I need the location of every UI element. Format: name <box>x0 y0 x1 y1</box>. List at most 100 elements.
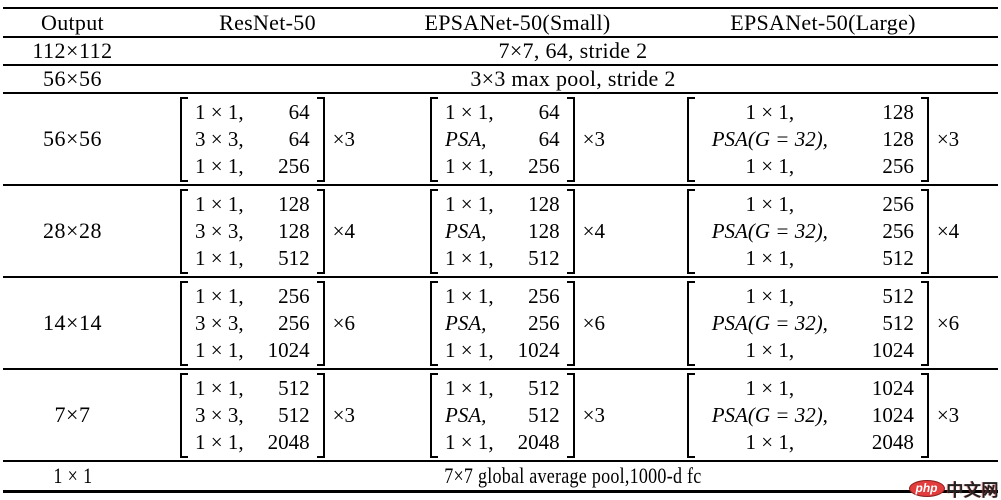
output-size-cell: 56×56 <box>43 126 102 151</box>
bracket-left-icon <box>686 372 695 458</box>
table-rule-bottom <box>3 490 998 493</box>
conv-op: 1 × 1, <box>445 337 494 362</box>
bracket-left-icon <box>430 372 439 458</box>
stem-conv-cell: 7×7, 64, stride 2 <box>498 38 648 63</box>
repeat-multiplier: ×4 <box>936 218 960 243</box>
resnet-block-matrix: 1 × 1, 64 3 × 3, 64 1 × 1, 256 ×3 <box>180 96 355 182</box>
channel-count: 256 <box>278 153 310 178</box>
conv-op: 1 × 1, <box>745 99 795 124</box>
bracket-right-icon <box>566 188 575 274</box>
table-row-stage4: 7×7 1 × 1, 512 3 × 3, 512 1 × 1, 2048 ×3 1 … <box>0 370 1001 460</box>
channel-count: 256 <box>882 153 914 178</box>
bracket-left-icon <box>430 280 439 366</box>
epsanet-small-block-matrix: 1 × 1, 128 PSA, 128 1 × 1, 512 ×4 <box>430 188 605 274</box>
table-rule <box>3 276 998 278</box>
channel-count: 128 <box>528 218 560 243</box>
output-size-cell: 112×112 <box>32 38 113 63</box>
php-logo-badge: php <box>908 479 945 497</box>
channel-count: 64 <box>288 99 310 124</box>
table-rule <box>3 36 998 38</box>
channel-count: 128 <box>882 126 914 151</box>
bracket-right-icon <box>566 96 575 182</box>
bracket-right-icon <box>316 372 325 458</box>
channel-count: 2048 <box>871 429 914 454</box>
output-size-cell: 14×14 <box>43 310 102 335</box>
channel-count: 512 <box>882 283 914 308</box>
table-rule-top <box>3 7 998 9</box>
conv-op: PSA, <box>445 402 487 427</box>
table-row-stage1: 56×56 1 × 1, 64 3 × 3, 64 1 × 1, 256 ×3 1 ×… <box>0 94 1001 184</box>
channel-count: 1024 <box>267 337 310 362</box>
resnet-block-matrix: 1 × 1, 512 3 × 3, 512 1 × 1, 2048 ×3 <box>180 372 355 458</box>
channel-count: 256 <box>528 153 560 178</box>
channel-count: 512 <box>528 402 560 427</box>
channel-count: 1024 <box>871 402 914 427</box>
bracket-right-icon <box>316 188 325 274</box>
resnet-block-matrix: 1 × 1, 128 3 × 3, 128 1 × 1, 512 ×4 <box>180 188 355 274</box>
table-row-stage3: 14×14 1 × 1, 256 3 × 3, 256 1 × 1, 1024 ×6 … <box>0 278 1001 368</box>
channel-count: 512 <box>528 375 560 400</box>
table-rule <box>3 368 998 370</box>
conv-op: 1 × 1, <box>195 283 244 308</box>
repeat-multiplier: ×6 <box>582 310 605 335</box>
epsanet-small-block-matrix: 1 × 1, 256 PSA, 256 1 × 1, 1024 ×6 <box>430 280 605 366</box>
conv-op: 1 × 1, <box>445 245 494 270</box>
conv-op: 1 × 1, <box>745 429 795 454</box>
epsanet-small-block-matrix: 1 × 1, 512 PSA, 512 1 × 1, 2048 ×3 <box>430 372 605 458</box>
watermark-site-name: 中文网 <box>946 480 999 500</box>
channel-count: 1024 <box>871 375 914 400</box>
conv-op: PSA(G = 32), <box>711 310 828 335</box>
repeat-multiplier: ×3 <box>582 402 605 427</box>
bracket-left-icon <box>686 280 695 366</box>
epsanet-large-block-matrix: 1 × 1, 128 PSA(G = 32), 128 1 × 1, 256 ×3 <box>686 96 960 182</box>
channel-count: 64 <box>538 126 560 151</box>
conv-op: 1 × 1, <box>445 191 494 216</box>
conv-op: 1 × 1, <box>445 375 494 400</box>
conv-op: 1 × 1, <box>445 429 494 454</box>
channel-count: 256 <box>278 310 310 335</box>
conv-op: PSA(G = 32), <box>711 126 828 151</box>
channel-count: 128 <box>882 99 914 124</box>
output-size-cell: 7×7 <box>54 402 91 427</box>
channel-count: 64 <box>538 99 560 124</box>
conv-op: 1 × 1, <box>195 191 244 216</box>
bracket-right-icon <box>920 372 929 458</box>
conv-op: 3 × 3, <box>195 402 244 427</box>
channel-count: 512 <box>278 245 310 270</box>
bracket-left-icon <box>180 188 189 274</box>
channel-count: 256 <box>528 283 560 308</box>
repeat-multiplier: ×4 <box>582 218 605 243</box>
output-size-cell: 56×56 <box>43 66 102 91</box>
bracket-left-icon <box>430 96 439 182</box>
repeat-multiplier: ×6 <box>936 310 960 335</box>
table-row-maxpool: 56×56 3×3 max pool, stride 2 <box>0 66 1001 92</box>
repeat-multiplier: ×3 <box>936 402 960 427</box>
channel-count: 128 <box>278 191 310 216</box>
conv-op: 1 × 1, <box>195 153 244 178</box>
table-rule <box>3 64 998 66</box>
bracket-left-icon <box>180 280 189 366</box>
classifier-cell: 7×7 global average pool,1000-d fc <box>444 463 702 488</box>
channel-count: 128 <box>278 218 310 243</box>
conv-op: PSA, <box>445 218 487 243</box>
channel-count: 256 <box>882 191 914 216</box>
channel-count: 128 <box>528 191 560 216</box>
conv-op: 1 × 1, <box>195 99 244 124</box>
channel-count: 512 <box>882 245 914 270</box>
conv-op: PSA(G = 32), <box>711 218 828 243</box>
bracket-left-icon <box>686 188 695 274</box>
channel-count: 512 <box>278 402 310 427</box>
conv-op: 1 × 1, <box>195 429 244 454</box>
repeat-multiplier: ×3 <box>936 126 960 151</box>
channel-count: 64 <box>288 126 310 151</box>
table-row-stem-conv: 112×112 7×7, 64, stride 2 <box>0 38 1001 64</box>
epsanet-small-block-matrix: 1 × 1, 64 PSA, 64 1 × 1, 256 ×3 <box>430 96 605 182</box>
repeat-multiplier: ×6 <box>332 310 355 335</box>
conv-op: 1 × 1, <box>195 337 244 362</box>
table-rule <box>3 184 998 186</box>
table-row-classifier: 1 × 1 7×7 global average pool,1000-d fc <box>0 462 1001 490</box>
repeat-multiplier: ×3 <box>332 126 355 151</box>
epsanet-large-block-matrix: 1 × 1, 256 PSA(G = 32), 256 1 × 1, 512 ×4 <box>686 188 960 274</box>
conv-op: 1 × 1, <box>745 191 795 216</box>
repeat-multiplier: ×3 <box>332 402 355 427</box>
